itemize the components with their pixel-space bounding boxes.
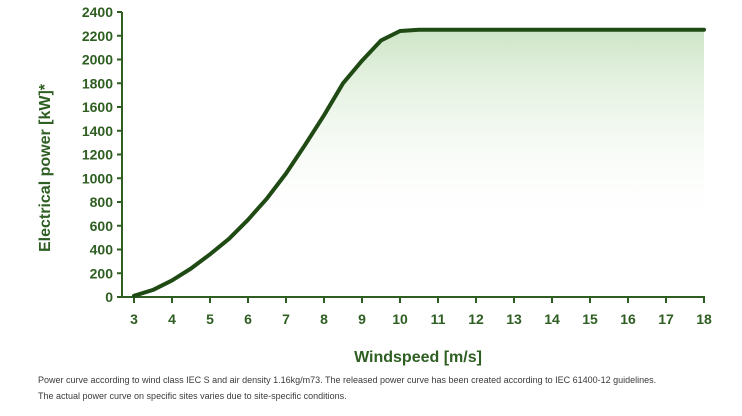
x-tick-label: 10: [392, 311, 408, 327]
x-tick-label: 7: [282, 311, 290, 327]
power-curve-chart: 0 200 400 600 800 1000 1200 1400 1600 1800 2000 220…: [37, 4, 712, 366]
y-axis-title: Electrical power [kW]*: [37, 83, 54, 252]
power-curve-line: [132, 27, 706, 298]
x-tick-label: 17: [658, 311, 674, 327]
x-tick-label: 9: [358, 311, 366, 327]
footnote-line-1: Power curve according to wind class IEC …: [38, 375, 657, 385]
x-tick-label: 6: [244, 311, 252, 327]
y-tick-label: 2400: [82, 4, 113, 20]
x-tick-label: 3: [130, 311, 138, 327]
y-tick-label: 600: [90, 218, 114, 234]
series-line-layer: [132, 27, 706, 298]
y-tick-label: 1800: [82, 75, 113, 91]
y-tick-label: 0: [105, 289, 113, 305]
y-tick-label: 1200: [82, 147, 113, 163]
power-curve-area: [134, 29, 704, 298]
x-tick-label: 13: [506, 311, 522, 327]
y-tick-label: 200: [90, 265, 114, 281]
y-tick-label: 2000: [82, 52, 113, 68]
axes: 0 200 400 600 800 1000 1200 1400 1600 1800 2000 220…: [82, 4, 712, 327]
x-tick-label: 5: [206, 311, 214, 327]
x-tick-label: 12: [468, 311, 484, 327]
y-tick-label: 1400: [82, 123, 113, 139]
y-tick-label: 1600: [82, 99, 113, 115]
x-tick-label: 15: [582, 311, 598, 327]
x-tick-label: 4: [168, 311, 176, 327]
x-axis-title: Windspeed [m/s]: [354, 349, 482, 366]
y-tick-label: 2200: [82, 28, 113, 44]
y-tick-label: 800: [90, 194, 114, 210]
x-tick-label: 8: [320, 311, 328, 327]
area-fill-layer: [134, 29, 704, 298]
y-tick-label: 400: [90, 242, 114, 258]
footnote-line-2: The actual power curve on specific sites…: [38, 391, 347, 401]
x-tick-label: 14: [544, 311, 560, 327]
x-tick-label: 16: [620, 311, 636, 327]
x-tick-label: 11: [431, 311, 446, 327]
y-tick-label: 1000: [82, 170, 113, 186]
x-tick-label: 18: [696, 311, 712, 327]
